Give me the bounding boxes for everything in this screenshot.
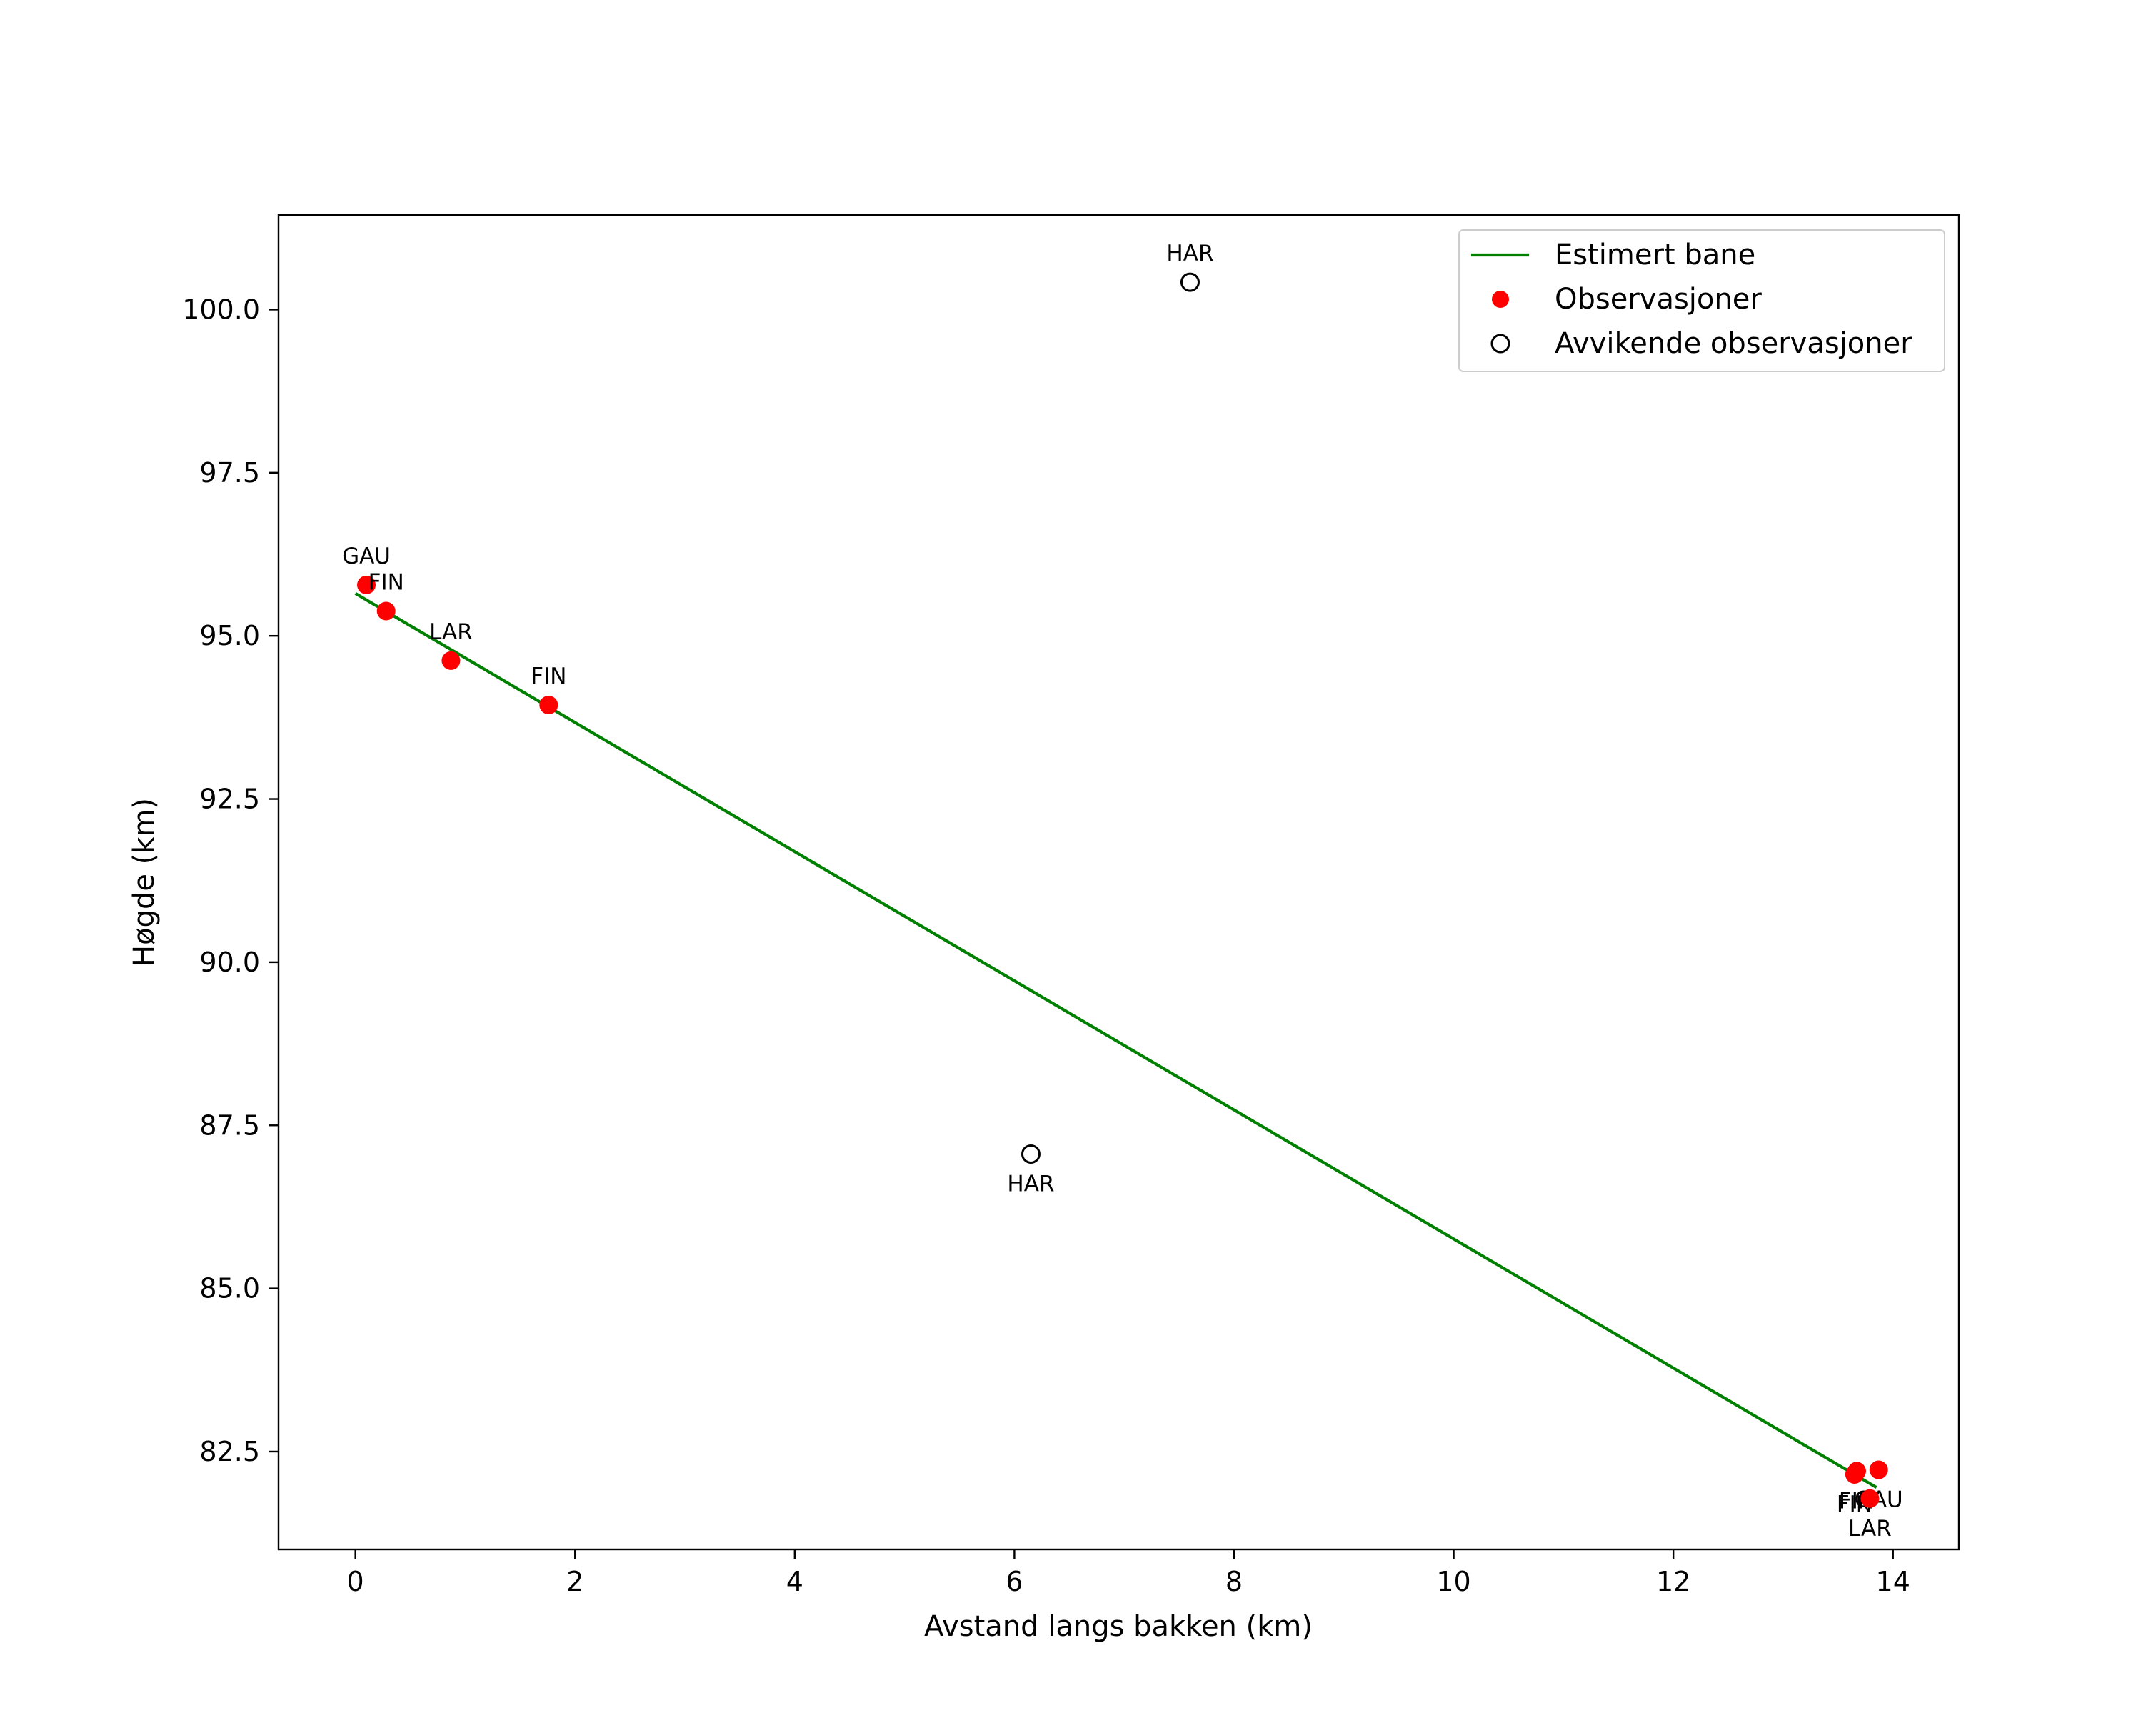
legend-label-observations: Observasjoner: [1555, 283, 1762, 316]
plot-frame: [277, 214, 1960, 1551]
estimated-path-line: [354, 591, 1877, 1489]
y-tick-label: 95.0: [199, 620, 260, 651]
legend-observation-swatch: [1492, 291, 1509, 308]
x-tick-label: 4: [786, 1566, 803, 1597]
x-tick-label: 8: [1225, 1566, 1243, 1597]
observation-point: [1847, 1462, 1866, 1481]
y-tick-label: 87.5: [199, 1109, 260, 1141]
y-tick-label: 82.5: [199, 1436, 260, 1467]
point-label: FIN: [368, 569, 404, 595]
observation-point: [539, 695, 558, 714]
y-tick-label: 97.5: [199, 457, 260, 489]
legend-box: [1458, 229, 1945, 372]
legend-label-estimated-path: Estimert bane: [1555, 239, 1755, 271]
point-label: LAR: [429, 619, 473, 645]
y-tick-label: 92.5: [199, 784, 260, 815]
observation-point: [376, 601, 396, 621]
plot-area: [279, 215, 1959, 1549]
point-label: FIN: [531, 664, 566, 689]
observation-point: [1860, 1489, 1880, 1508]
observation-point: [357, 575, 376, 594]
point-label: GAU: [342, 544, 391, 569]
x-tick-label: 6: [1006, 1566, 1023, 1597]
x-tick-label: 0: [347, 1566, 364, 1597]
y-tick-label: 90.0: [199, 947, 260, 978]
y-axis-label: Høgde (km): [128, 798, 161, 967]
outlier-point: [1021, 1144, 1041, 1164]
x-axis-label: Avstand langs bakken (km): [924, 1610, 1313, 1643]
outlier-point: [1180, 272, 1200, 292]
x-axis: 0 2 4 6 8 10 12 14: [347, 1549, 1910, 1597]
y-axis: 82.5 85.0 87.5 90.0 92.5 95.0 97.5 100.0: [182, 294, 279, 1467]
legend-label-outliers: Avvikende observasjoner: [1555, 327, 1912, 360]
observation-point: [441, 651, 461, 670]
point-label: HAR: [1007, 1171, 1054, 1197]
legend-outlier-swatch: [1490, 334, 1510, 354]
y-tick-label: 100.0: [182, 294, 260, 325]
point-label: LAR: [1848, 1516, 1892, 1542]
x-tick-label: 14: [1876, 1566, 1910, 1597]
point-label: HAR: [1166, 241, 1213, 266]
x-tick-label: 2: [566, 1566, 583, 1597]
y-tick-label: 85.0: [199, 1273, 260, 1304]
x-tick-label: 10: [1436, 1566, 1470, 1597]
x-tick-label: 12: [1656, 1566, 1690, 1597]
observation-point: [1869, 1460, 1888, 1479]
legend: Estimert bane Observasjoner Avvikende ob…: [1458, 229, 1945, 372]
